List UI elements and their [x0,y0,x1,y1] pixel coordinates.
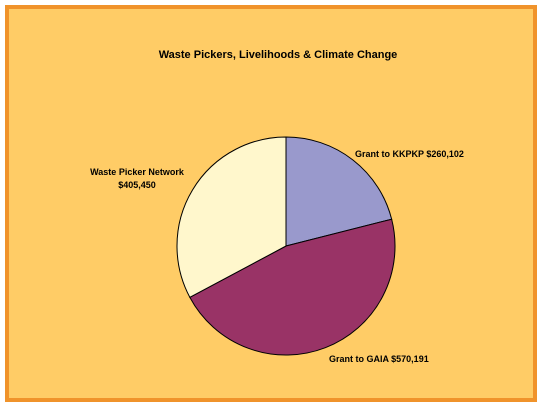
pie-slice-grant-to-kkpkp [285,136,393,247]
slice-value-waste-picker-network: $405,450 [118,180,156,190]
slice-label-waste-picker-network: Waste Picker Network [90,167,185,177]
slice-label-kkpkp: Grant to KKPKP $260,102 [355,149,464,159]
pie-slice-grant-to-gaia [189,218,396,356]
pie-slice-waste-picker-network [176,136,287,299]
chart-title: Waste Pickers, Livelihoods & Climate Cha… [159,49,398,61]
pie-slices [176,136,396,356]
slice-label-gaia: Grant to GAIA $570,191 [329,354,429,364]
